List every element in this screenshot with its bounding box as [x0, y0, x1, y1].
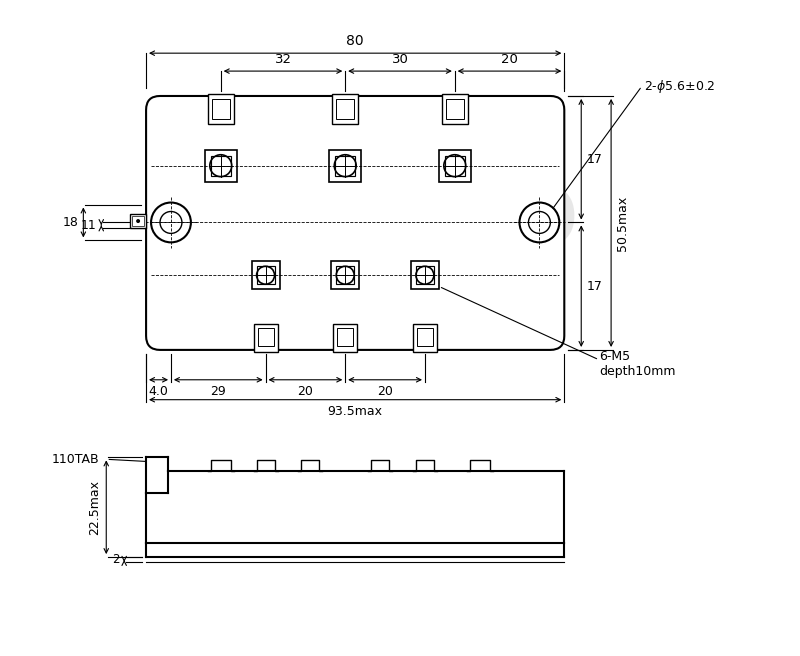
Circle shape [136, 219, 140, 223]
Text: 2-$\phi$5.6±0.2: 2-$\phi$5.6±0.2 [644, 77, 715, 94]
Text: 29: 29 [210, 385, 226, 398]
Text: 2: 2 [112, 553, 119, 566]
Bar [330, 150, 361, 182]
Bar [132, 216, 144, 226]
Bar [446, 99, 464, 119]
Text: 17: 17 [586, 153, 602, 166]
Bar [332, 94, 358, 124]
Bar [298, 253, 363, 297]
Bar [205, 150, 237, 182]
Text: 6-M5
depth10mm: 6-M5 depth10mm [599, 350, 676, 378]
Bar [417, 328, 433, 346]
Text: 50.5max: 50.5max [616, 195, 629, 251]
Bar [439, 150, 470, 182]
Bar [445, 155, 465, 176]
Bar [130, 214, 146, 228]
Text: 32: 32 [274, 53, 291, 66]
Bar [331, 261, 359, 289]
Text: TOO: TOO [380, 182, 579, 263]
Bar [336, 99, 354, 119]
Bar [208, 94, 234, 124]
Bar [257, 266, 274, 284]
Text: 18: 18 [62, 216, 78, 229]
Text: 93.5max: 93.5max [328, 405, 382, 418]
Bar [212, 99, 230, 119]
Text: 11: 11 [81, 218, 96, 232]
Bar [336, 266, 354, 284]
Bar [338, 328, 353, 346]
Text: 20: 20 [377, 385, 393, 398]
Bar [258, 328, 274, 346]
Text: 22.5max: 22.5max [88, 480, 102, 535]
Text: 4.0: 4.0 [149, 385, 169, 398]
Text: 20: 20 [298, 385, 314, 398]
Bar [252, 261, 279, 289]
Text: GRE: GRE [226, 182, 415, 263]
Bar [442, 94, 468, 124]
Bar [413, 324, 437, 352]
Bar [334, 324, 357, 352]
Bar [211, 155, 230, 176]
Text: 17: 17 [586, 279, 602, 293]
Bar [411, 261, 439, 289]
Text: 80: 80 [346, 34, 364, 48]
Text: 30: 30 [391, 53, 409, 66]
Bar [254, 324, 278, 352]
Text: 110TAB: 110TAB [51, 453, 99, 466]
Bar [416, 266, 434, 284]
Bar [335, 155, 355, 176]
Text: 20: 20 [501, 53, 518, 66]
FancyBboxPatch shape [146, 96, 564, 350]
